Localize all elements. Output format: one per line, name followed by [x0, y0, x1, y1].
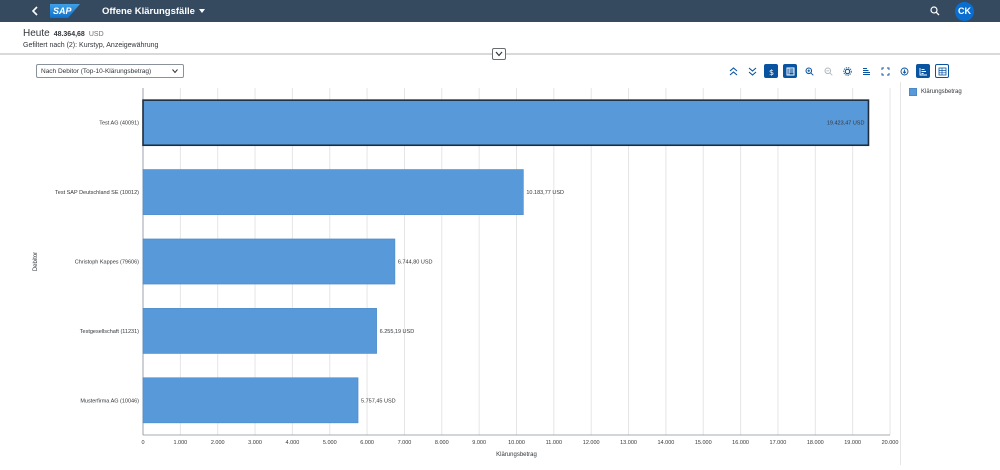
fullscreen-icon	[881, 67, 889, 75]
currency-icon: $	[769, 68, 774, 76]
logo-text: SAP	[53, 6, 72, 16]
zoom-out-button[interactable]	[821, 64, 835, 78]
x-tick-label: 3.000	[248, 440, 262, 446]
header-divider-right	[506, 54, 1000, 55]
header-collapse-button[interactable]	[492, 48, 506, 60]
x-tick-label: 4.000	[286, 440, 300, 446]
shell-bar: SAP Offene Klärungsfälle CK	[0, 0, 1000, 22]
chevron-down-icon	[495, 51, 503, 57]
view-select-value: Nach Debitor (Top-10-Klärungsbetrag)	[41, 67, 152, 75]
expand-all-button[interactable]	[745, 64, 759, 78]
chart-toolbar: Nach Debitor (Top-10-Klärungsbetrag) $	[0, 62, 1000, 82]
svg-text:$: $	[769, 68, 774, 76]
x-tick-label: 9.000	[472, 440, 486, 446]
chevron-down-icon	[172, 69, 178, 74]
x-tick-label: 18.000	[807, 440, 824, 446]
today-label: Heute	[23, 28, 50, 39]
category-label: Christoph Kappes (79606)	[75, 260, 139, 266]
download-icon	[900, 67, 908, 75]
legend-divider	[900, 82, 901, 465]
zoom-in-icon	[805, 67, 814, 76]
data-label: 19.423,47 USD	[827, 121, 865, 127]
bar[interactable]	[142, 238, 396, 285]
expand-all-icon	[748, 67, 756, 76]
fullscreen-button[interactable]	[878, 64, 892, 78]
table-view-button[interactable]	[935, 64, 949, 78]
x-tick-label: 14.000	[657, 440, 674, 446]
avatar-initials: CK	[958, 6, 971, 16]
chevron-left-icon	[31, 6, 38, 16]
chart-view-icon	[919, 67, 927, 75]
x-tick-label: 17.000	[770, 440, 787, 446]
search-button[interactable]	[925, 1, 945, 21]
avatar[interactable]: CK	[955, 1, 974, 21]
table-view-icon	[938, 67, 946, 75]
legend-label: Klärungsbetrag	[921, 89, 962, 95]
x-tick-label: 12.000	[583, 440, 600, 446]
x-tick-label: 19.000	[844, 440, 861, 446]
chart-area: 0 1.000 2.000 3.000 4.000 5.000 6.000 7.000 8.00…	[0, 82, 900, 465]
download-button[interactable]	[897, 64, 911, 78]
collapse-all-icon	[729, 66, 737, 75]
x-axis-title: Klärungsbetrag	[496, 452, 537, 458]
x-tick-label: 15.000	[695, 440, 712, 446]
total-amount: 48.364,68	[53, 31, 85, 38]
collapse-all-button[interactable]	[726, 64, 740, 78]
chart-view-button[interactable]	[916, 64, 930, 78]
data-label: 5.757,45 USD	[361, 398, 396, 404]
zoom-in-button[interactable]	[802, 64, 816, 78]
category-label: Test SAP Deutschland SE (10012)	[55, 190, 139, 196]
currency-button[interactable]: $	[764, 64, 778, 78]
bar[interactable]	[142, 169, 524, 215]
x-tick-label: 16.000	[732, 440, 749, 446]
x-tick-label: 13.000	[620, 440, 637, 446]
header-divider-left	[0, 54, 492, 55]
x-tick-label: 0	[141, 440, 144, 446]
details-toggle-button[interactable]	[783, 64, 797, 78]
y-axis-title: Debitor	[33, 252, 39, 271]
x-tick-label: 1.000	[173, 440, 187, 446]
category-label: Musterfirma AG (10046)	[80, 398, 139, 404]
data-label: 6.744,80 USD	[398, 260, 433, 266]
settings-icon	[842, 66, 852, 76]
x-tick-label: 11.000	[546, 440, 562, 446]
x-tick-label: 6.000	[360, 440, 374, 446]
data-label: 6.255,19 USD	[380, 329, 415, 335]
settings-button[interactable]	[840, 64, 854, 78]
sap-logo[interactable]: SAP	[50, 4, 80, 18]
x-tick-label: 20.000	[882, 440, 899, 446]
legend[interactable]: Klärungsbetrag	[909, 88, 962, 96]
bar-chart: 0 1.000 2.000 3.000 4.000 5.000 6.000 7.000 8.00…	[33, 88, 899, 458]
view-select[interactable]: Nach Debitor (Top-10-Klärungsbetrag)	[36, 64, 184, 78]
back-button[interactable]	[24, 0, 46, 22]
search-icon	[930, 6, 940, 16]
bar[interactable]	[142, 99, 870, 147]
x-tick-label: 8.000	[435, 440, 449, 446]
category-label: Test AG (40091)	[99, 121, 139, 127]
legend-swatch	[909, 88, 917, 96]
data-label: 10.183,77 USD	[526, 190, 564, 196]
table-toggle-icon	[786, 67, 794, 75]
bar[interactable]	[142, 377, 359, 424]
app-title-menu[interactable]: Offene Klärungsfälle	[102, 6, 205, 17]
x-tick-label: 10.000	[508, 440, 525, 446]
x-tick-label: 2.000	[211, 440, 225, 446]
bar[interactable]	[142, 308, 377, 354]
x-tick-label: 7.000	[398, 440, 412, 446]
caret-down-icon	[198, 9, 205, 13]
filter-info: Gefiltert nach (2): Kurstyp, Anzeigewähr…	[23, 42, 159, 49]
total-currency: USD	[88, 31, 104, 38]
category-label: Testgesellschaft (11231)	[80, 329, 139, 335]
sort-icon	[862, 67, 870, 75]
zoom-out-icon	[824, 67, 833, 76]
sort-button[interactable]	[859, 64, 873, 78]
x-tick-label: 5.000	[323, 440, 337, 446]
app-title: Offene Klärungsfälle	[102, 5, 195, 17]
